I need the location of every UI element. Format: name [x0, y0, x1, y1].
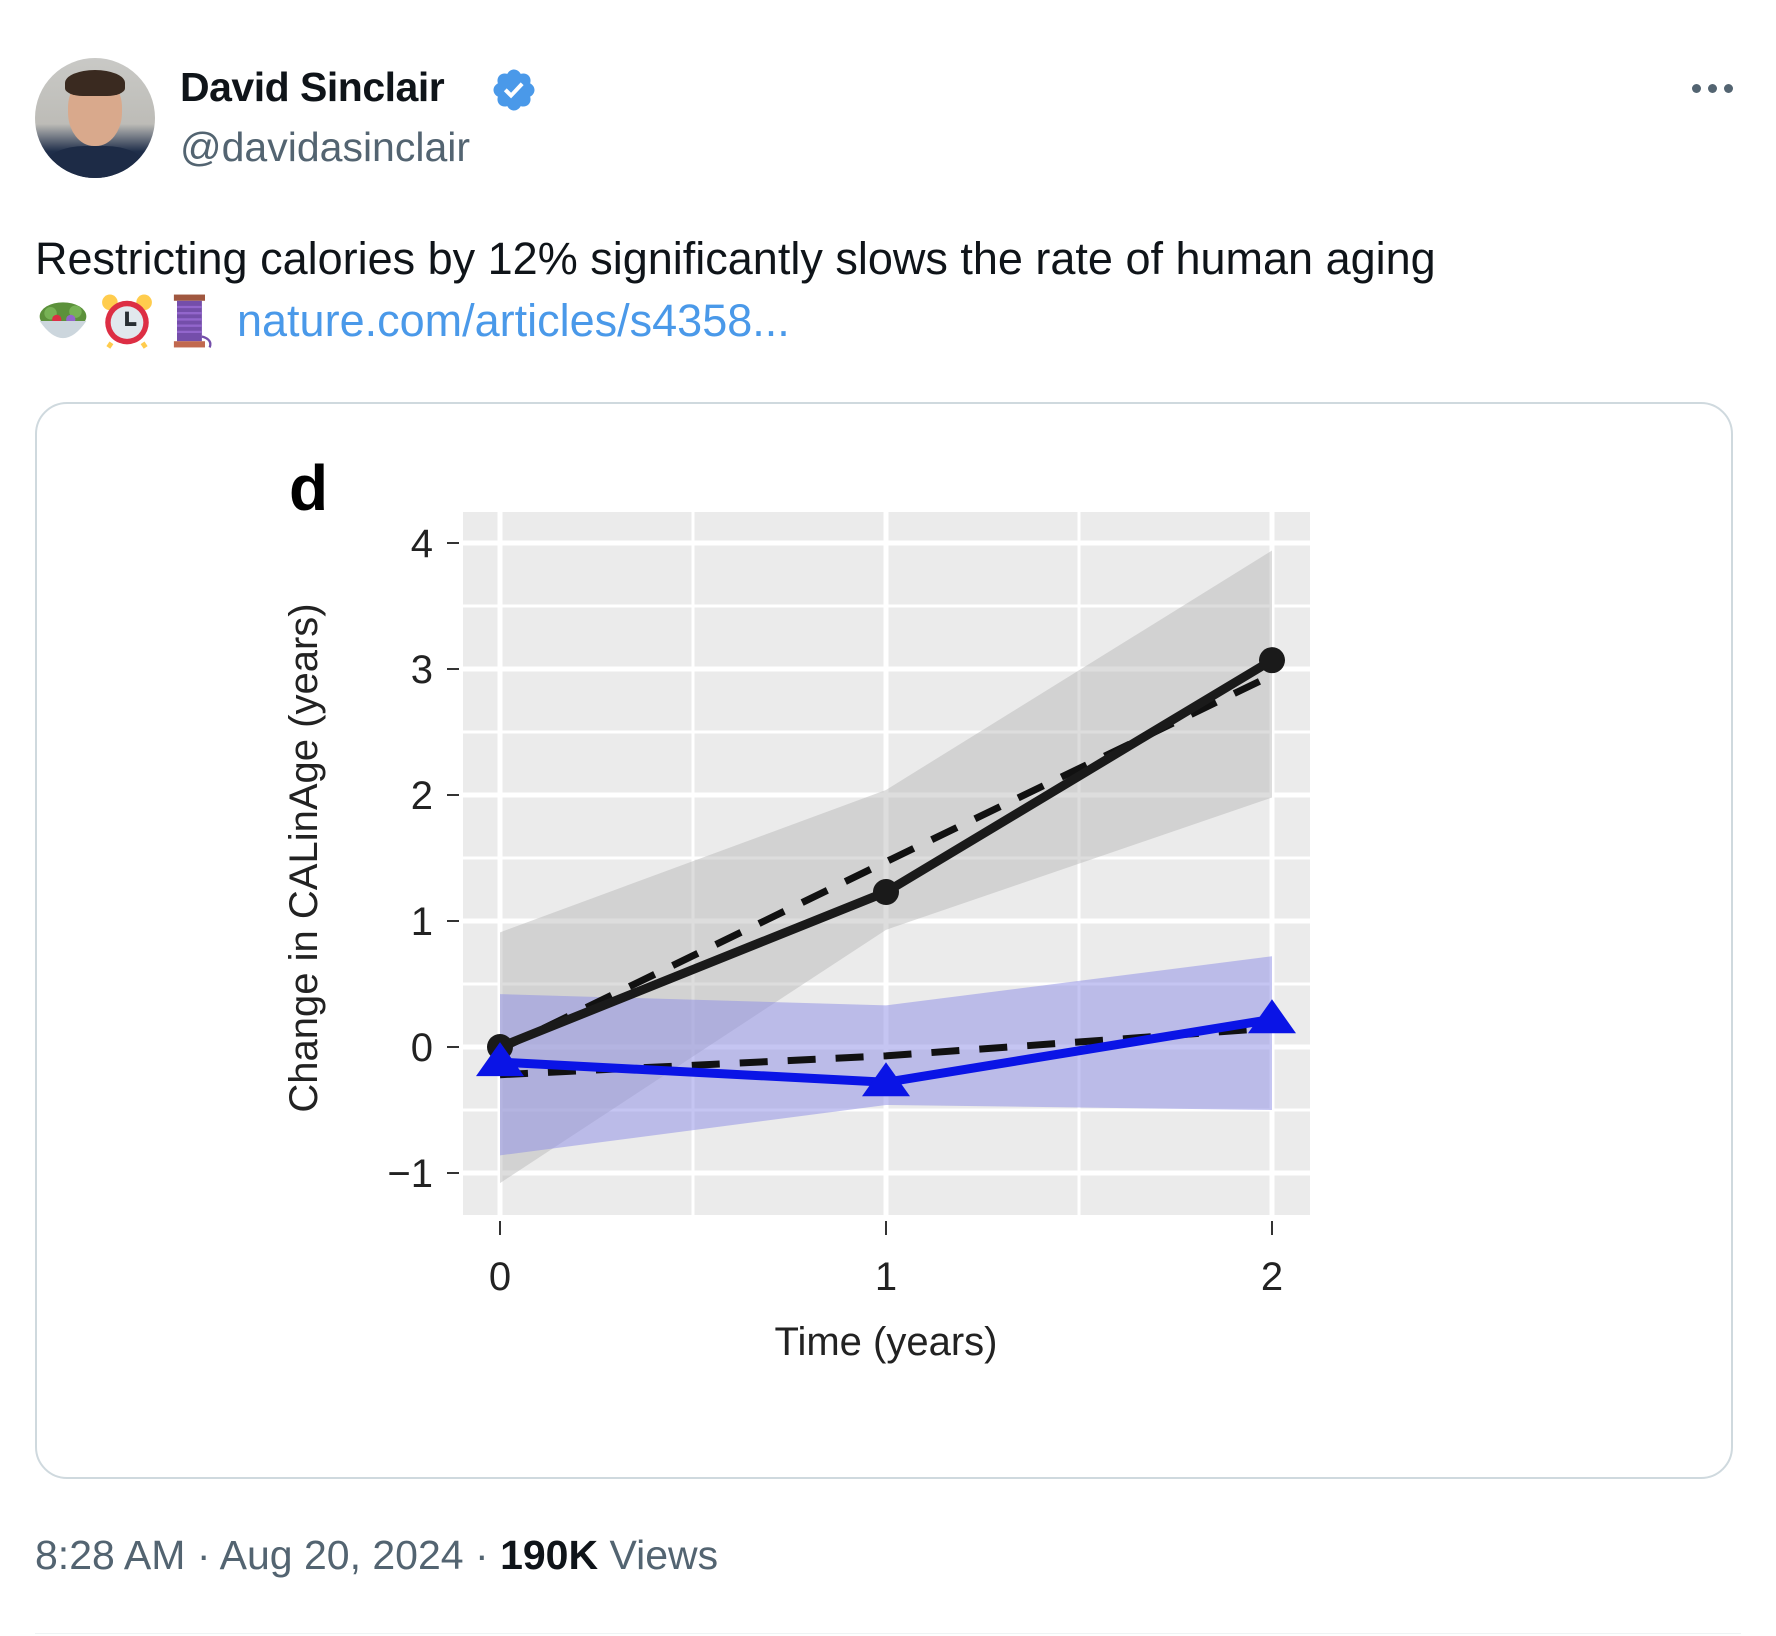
- more-dot-icon: [1692, 84, 1701, 93]
- divider: [35, 1633, 1741, 1634]
- views-label: Views: [609, 1532, 719, 1578]
- x-tick-label: 0: [489, 1255, 511, 1299]
- alarm-clock-icon: [102, 294, 152, 349]
- x-tick-label: 2: [1261, 1255, 1283, 1299]
- meta-separator: ·: [475, 1532, 489, 1578]
- more-dot-icon: [1724, 84, 1733, 93]
- data-point: [1259, 647, 1285, 674]
- panel-label: d: [289, 452, 328, 524]
- data-point: [476, 1042, 524, 1077]
- salad-icon: [39, 302, 87, 339]
- x-tick-label: 1: [875, 1255, 897, 1299]
- y-tick-label: 1: [411, 900, 433, 944]
- article-link[interactable]: nature.com/articles/s4358...: [237, 295, 790, 346]
- tweet-meta: 8:28 AM · Aug 20, 2024 · 190K Views: [35, 1532, 718, 1579]
- views-count: 190K: [500, 1532, 599, 1578]
- avatar-shirt: [45, 146, 145, 178]
- y-tick-label: 2: [411, 774, 433, 818]
- more-options-button[interactable]: [1688, 72, 1736, 102]
- y-axis-title: Change in CALinAge (years): [282, 603, 326, 1112]
- tweet-time[interactable]: 8:28 AM: [35, 1532, 186, 1578]
- chart: d 4 3 2 1 0 −1 0 1 2 Change in CALinAge (years)…: [282, 452, 1310, 1364]
- avatar-hair: [65, 70, 125, 96]
- data-point: [1248, 999, 1296, 1034]
- y-tick-label: 0: [411, 1026, 433, 1070]
- data-point: [862, 1062, 910, 1097]
- y-tick-label: −1: [387, 1152, 433, 1196]
- thread-spool-icon: [173, 294, 212, 348]
- author-name[interactable]: David Sinclair: [180, 64, 445, 110]
- y-tick-label: 4: [411, 522, 433, 566]
- author-handle[interactable]: @davidasinclair: [180, 124, 471, 170]
- media-card[interactable]: d 4 3 2 1 0 −1 0 1 2 Change in CALinAge (years)…: [35, 402, 1733, 1479]
- meta-separator: ·: [196, 1532, 211, 1578]
- y-tick-label: 3: [411, 648, 433, 692]
- more-dot-icon: [1708, 84, 1717, 93]
- tweet-text: Restricting calories by 12% significantl…: [35, 233, 1436, 284]
- x-axis-title: Time (years): [775, 1320, 998, 1364]
- verified-badge-icon: [493, 69, 535, 111]
- author-avatar[interactable]: [35, 58, 155, 178]
- data-point: [873, 879, 899, 906]
- tweet-date[interactable]: Aug 20, 2024: [219, 1532, 464, 1578]
- emoji-link-row: nature.com/articles/s4358...: [35, 290, 790, 352]
